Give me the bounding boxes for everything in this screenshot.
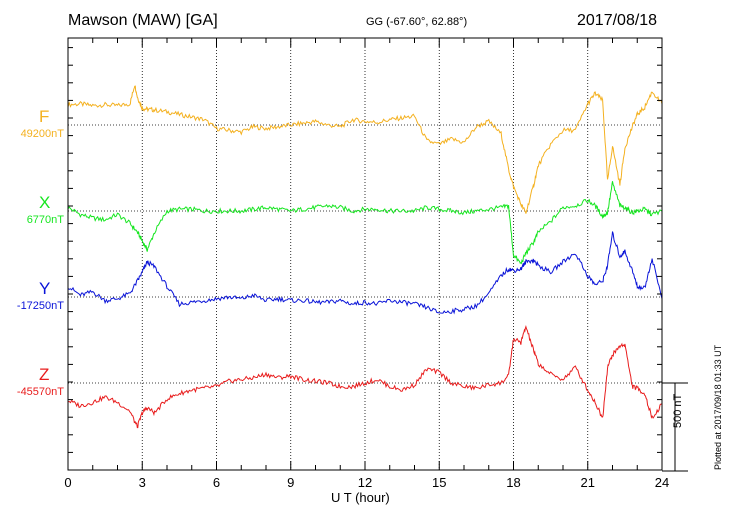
x-tick-label: 6 — [213, 475, 220, 490]
date-label: 2017/08/18 — [577, 12, 658, 29]
x-tick-label: 21 — [581, 475, 595, 490]
component-baseline-Z: -45570nT — [16, 386, 64, 398]
x-tick-label: 3 — [139, 475, 146, 490]
x-tick-label: 12 — [358, 475, 372, 490]
component-letter-Y: Y — [39, 279, 51, 298]
scale-bar — [662, 382, 688, 472]
component-baseline-X: 6770nT — [26, 214, 64, 226]
x-axis-label: U T (hour) — [331, 490, 390, 505]
series-line-Z — [67, 325, 663, 429]
component-baseline-F: 49200nT — [20, 128, 64, 140]
plotted-timestamp: Plotted at 2017/09/18 01:33 UT — [713, 344, 723, 470]
component-letter-F: F — [39, 107, 50, 126]
component-letter-X: X — [39, 193, 51, 212]
coordinates-label: GG (-67.60°, 62.88°) — [366, 16, 468, 28]
station-title: Mawson (MAW) [GA] — [68, 12, 218, 29]
axis-ticks — [67, 38, 663, 471]
grid-lines — [68, 38, 662, 470]
x-tick-label: 18 — [506, 475, 520, 490]
component-baseline-Y: -17250nT — [16, 300, 64, 312]
trace-group — [67, 85, 663, 429]
x-tick-label: 9 — [287, 475, 294, 490]
series-line-F — [67, 85, 663, 214]
series-line-Y — [67, 231, 663, 315]
scale-bar-label: 500 nT — [672, 393, 684, 428]
series-line-X — [67, 181, 663, 265]
x-tick-label: 0 — [64, 475, 71, 490]
x-tick-label: 15 — [432, 475, 446, 490]
component-letter-Z: Z — [39, 365, 50, 384]
x-tick-labels: 0 3 6 9 12 15 18 21 24 — [64, 475, 669, 490]
x-tick-label: 24 — [655, 475, 669, 490]
